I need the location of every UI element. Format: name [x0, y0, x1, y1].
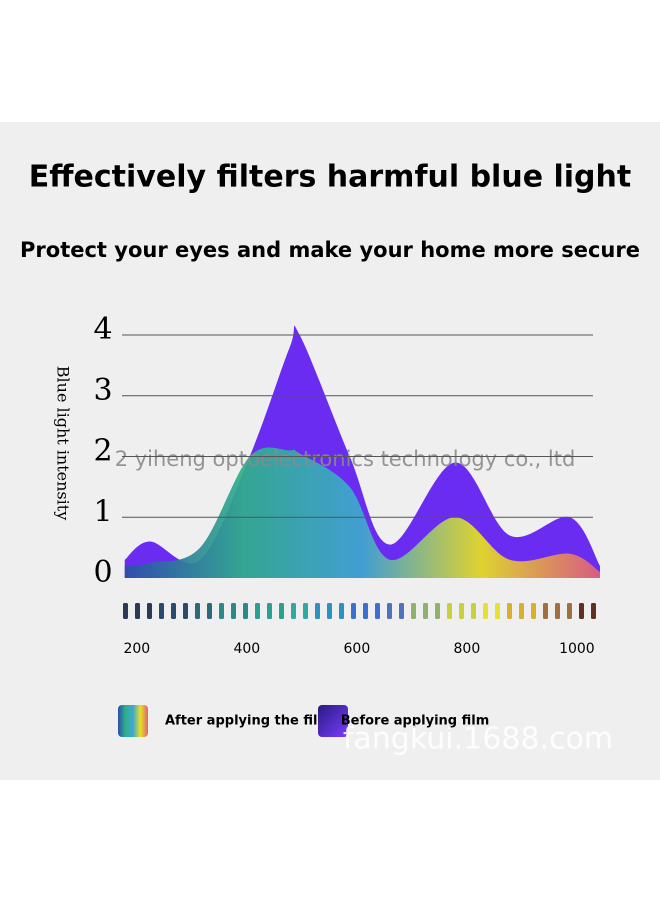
- strip-dash: [123, 603, 128, 619]
- strip-dash: [267, 603, 272, 619]
- strip-dash: [231, 603, 236, 619]
- y-tick-label: 0: [93, 555, 112, 590]
- x-tick-label: 600: [344, 641, 371, 657]
- strip-dash: [411, 603, 416, 619]
- strip-dash: [327, 603, 332, 619]
- strip-dash: [159, 603, 164, 619]
- y-tick-label: 2: [93, 434, 112, 469]
- strip-dash: [435, 603, 440, 619]
- x-tick-label: 200: [123, 641, 150, 657]
- strip-dash: [459, 603, 464, 619]
- strip-dash: [303, 603, 308, 619]
- y-tick-label: 4: [93, 312, 112, 347]
- strip-dash: [471, 603, 476, 619]
- strip-dash: [147, 603, 152, 619]
- strip-dash: [375, 603, 380, 619]
- strip-dash: [135, 603, 140, 619]
- strip-dash: [399, 603, 404, 619]
- x-tick-label: 400: [233, 641, 260, 657]
- strip-dash: [219, 603, 224, 619]
- watermark: fangkui.1688.com: [343, 722, 613, 757]
- chart-title: Effectively filters harmful blue light: [29, 160, 631, 195]
- strip-dash: [567, 603, 572, 619]
- strip-dash: [195, 603, 200, 619]
- strip-dash: [387, 603, 392, 619]
- y-tick-label: 1: [93, 494, 112, 529]
- strip-dash: [591, 603, 596, 619]
- strip-dash: [183, 603, 188, 619]
- legend-label: Before applying film: [341, 714, 490, 729]
- watermark: 2 yiheng optoelectronics technology co.,…: [115, 447, 576, 471]
- strip-dash: [255, 603, 260, 619]
- chart-subtitle: Protect your eyes and make your home mor…: [20, 238, 640, 262]
- legend-label: After applying the film: [165, 714, 331, 729]
- y-axis-label: Blue light intensity: [54, 366, 73, 520]
- strip-dash: [279, 603, 284, 619]
- spectrum-strip: [123, 603, 596, 619]
- area: [124, 447, 600, 578]
- legend-swatch: [318, 705, 348, 737]
- strip-dash: [495, 603, 500, 619]
- strip-dash: [291, 603, 296, 619]
- y-tick-label: 3: [93, 373, 112, 408]
- strip-dash: [363, 603, 368, 619]
- strip-dash: [423, 603, 428, 619]
- strip-dash: [579, 603, 584, 619]
- strip-dash: [483, 603, 488, 619]
- strip-dash: [507, 603, 512, 619]
- strip-dash: [531, 603, 536, 619]
- strip-dash: [543, 603, 548, 619]
- x-tick-label: 800: [454, 641, 481, 657]
- strip-dash: [171, 603, 176, 619]
- strip-dash: [447, 603, 452, 619]
- strip-dash: [315, 603, 320, 619]
- strip-dash: [555, 603, 560, 619]
- legend-swatch: [118, 705, 148, 737]
- strip-dash: [339, 603, 344, 619]
- strip-dash: [519, 603, 524, 619]
- strip-dash: [207, 603, 212, 619]
- strip-dash: [351, 603, 356, 619]
- x-tick-label: 1000: [559, 641, 595, 657]
- strip-dash: [243, 603, 248, 619]
